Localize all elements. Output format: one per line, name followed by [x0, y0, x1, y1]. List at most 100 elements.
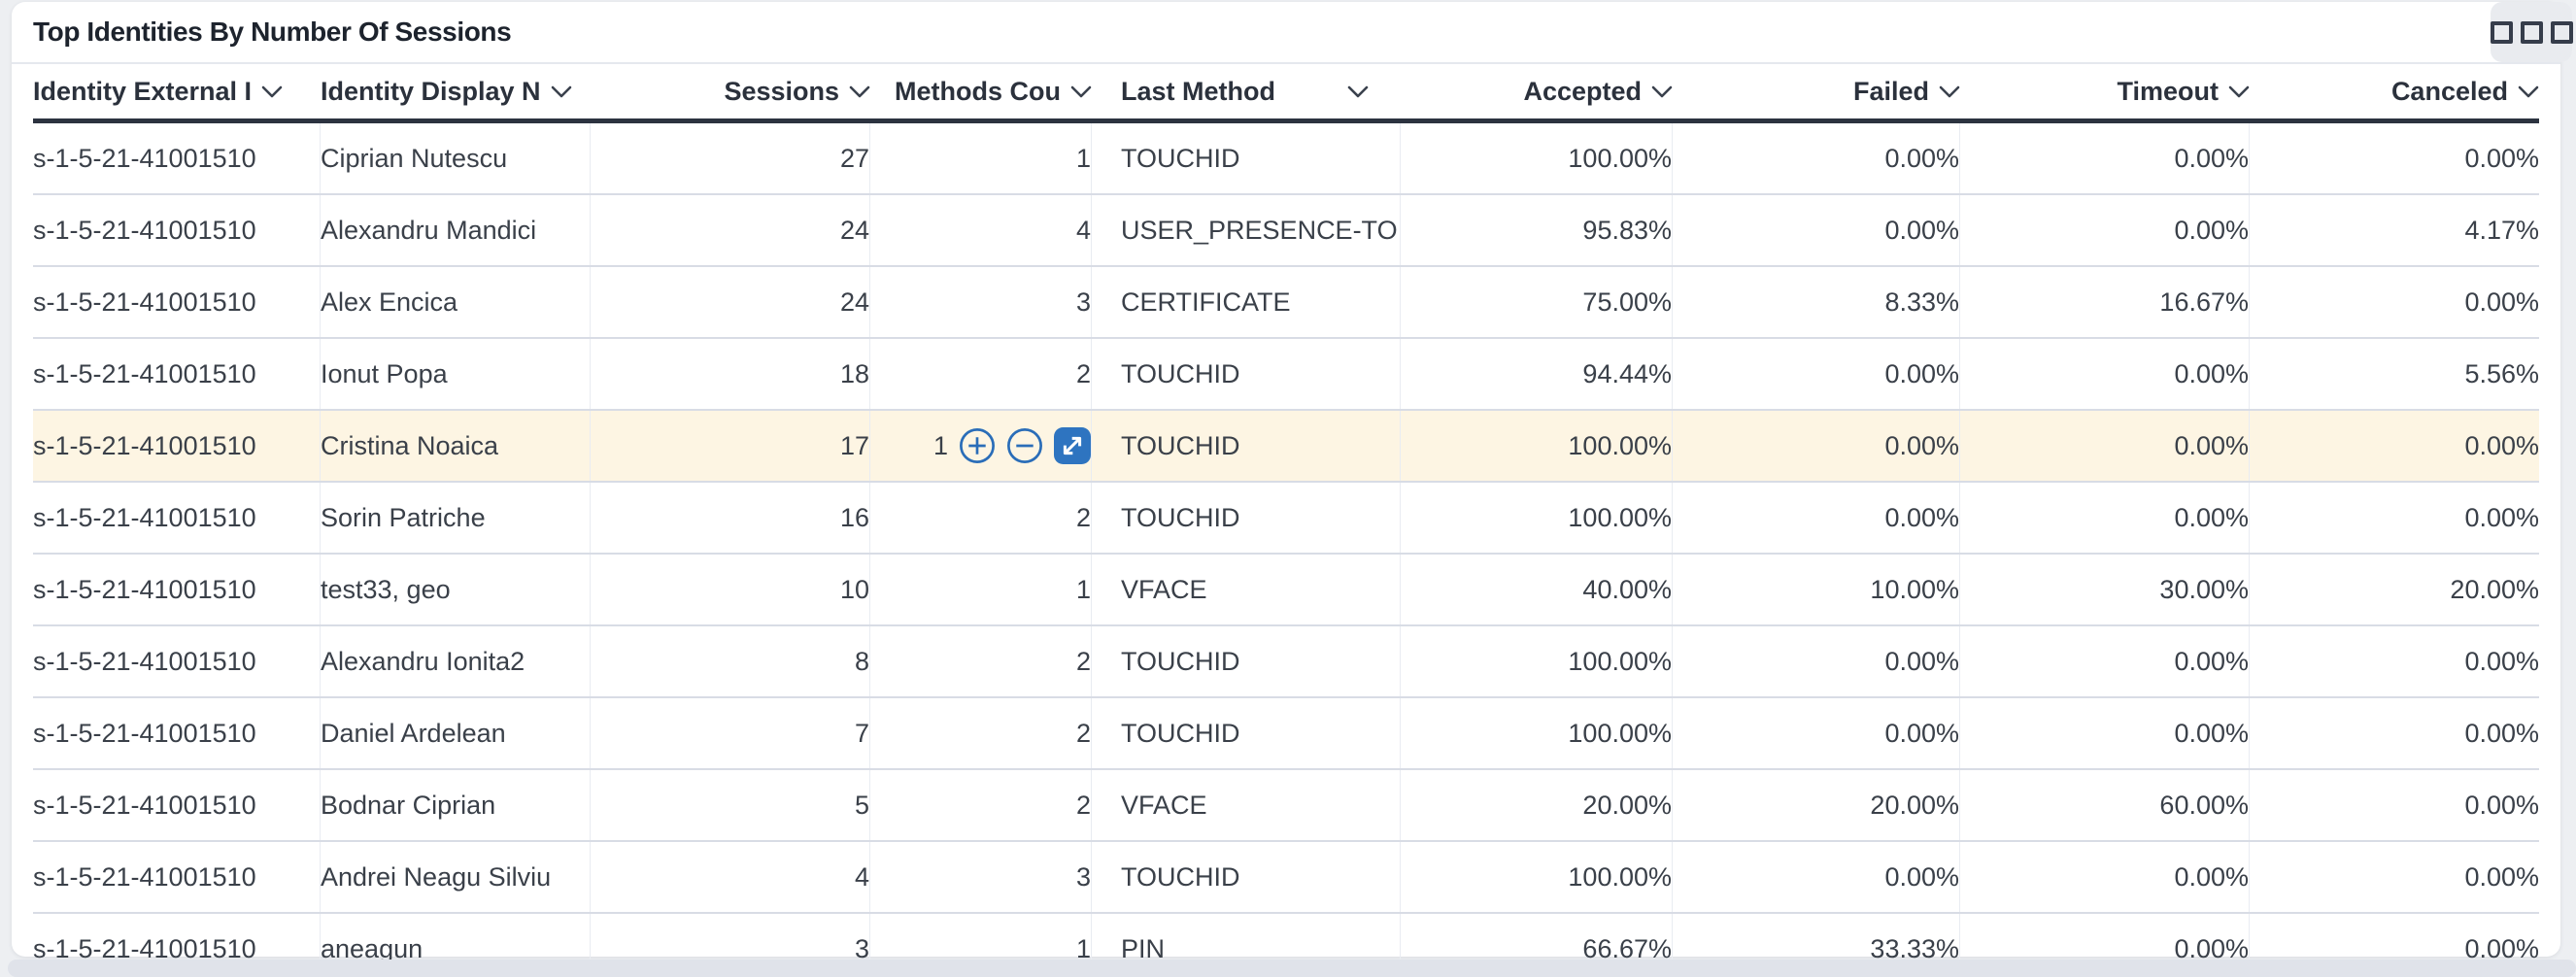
cell-identity_external_id: s-1-5-21-41001510 — [33, 339, 321, 409]
cell-last_method: PIN — [1092, 914, 1401, 977]
cell-value: s-1-5-21-41001510 — [33, 502, 256, 532]
cell-value: VFACE — [1121, 790, 1207, 820]
table-row[interactable]: s-1-5-21-41001510 Ciprian Nutescu 27 1 TOUCH… — [33, 123, 2539, 195]
cell-identity_display_name: Alexandru Mandici — [321, 195, 591, 265]
cell-accepted: 100.00% — [1401, 411, 1673, 481]
cell-timeout: 0.00% — [1960, 842, 2250, 912]
cell-value: 0.00% — [1884, 861, 1959, 892]
cell-identity_external_id: s-1-5-21-41001510 — [33, 483, 321, 553]
circle-plus-icon[interactable] — [959, 427, 996, 464]
sort-chevron-icon[interactable] — [261, 85, 283, 98]
cell-value: 3 — [1075, 861, 1091, 892]
table-row[interactable]: s-1-5-21-41001510 Bodnar Ciprian 5 2 VFACE 20… — [33, 770, 2539, 842]
column-header-label: Last Method — [1121, 76, 1275, 106]
cell-value: 0.00% — [2174, 933, 2249, 963]
cell-last_method: TOUCHID — [1092, 626, 1401, 696]
table-row[interactable]: s-1-5-21-41001510 Cristina Noaica 17 1 TOUCH… — [33, 411, 2539, 483]
sort-chevron-icon[interactable] — [1070, 85, 1092, 98]
cell-identity_display_name: Ionut Popa — [321, 339, 591, 409]
cell-value: Ciprian Nutescu — [321, 143, 508, 173]
table-row[interactable]: s-1-5-21-41001510 Andrei Neagu Silviu 4 3 TO… — [33, 842, 2539, 914]
column-header-timeout[interactable]: Timeout — [1960, 64, 2250, 118]
column-header-canceled[interactable]: Canceled — [2250, 64, 2539, 118]
cell-value: 8 — [854, 646, 869, 676]
cell-identity_display_name: Alex Encica — [321, 267, 591, 337]
card-options-button[interactable] — [2490, 2, 2573, 62]
cell-value: s-1-5-21-41001510 — [33, 215, 256, 245]
cell-methods_count: 2 — [870, 698, 1092, 768]
column-header-sessions[interactable]: Sessions — [591, 64, 870, 118]
sort-chevron-icon[interactable] — [2228, 85, 2250, 98]
sort-chevron-icon[interactable] — [849, 85, 870, 98]
cell-value: 100.00% — [1568, 143, 1672, 173]
sort-chevron-icon[interactable] — [1939, 85, 1960, 98]
identities-table: Identity External I Identity Display N Ses… — [12, 64, 2560, 977]
cell-value: 0.00% — [2464, 933, 2539, 963]
cell-value: test33, geo — [321, 574, 451, 604]
cell-value: 1 — [1075, 933, 1091, 963]
top-identities-card: Top Identities By Number Of Sessions Ide… — [12, 2, 2573, 977]
cell-value: TOUCHID — [1121, 143, 1240, 173]
cell-identity_external_id: s-1-5-21-41001510 — [33, 195, 321, 265]
cell-methods_count: 4 — [870, 195, 1092, 265]
sort-chevron-icon[interactable] — [1651, 85, 1673, 98]
cell-value: 100.00% — [1568, 502, 1672, 532]
cell-canceled: 5.56% — [2250, 339, 2539, 409]
cell-identity_external_id: s-1-5-21-41001510 — [33, 626, 321, 696]
horizontal-scrollbar[interactable] — [8, 960, 2576, 977]
cell-value: 40.00% — [1582, 574, 1672, 604]
cell-value: 1 — [1075, 143, 1091, 173]
cell-methods_count: 1 — [870, 914, 1092, 977]
cell-sessions: 7 — [591, 698, 870, 768]
column-header-last_method[interactable]: Last Method — [1092, 64, 1401, 118]
table-row[interactable]: s-1-5-21-41001510 Alexandru Ionita2 8 2 TOUC… — [33, 626, 2539, 698]
table-row[interactable]: s-1-5-21-41001510 aneagun 3 1 PIN 66.67% 33.33… — [33, 914, 2539, 977]
cell-value: s-1-5-21-41001510 — [33, 646, 256, 676]
column-header-methods_count[interactable]: Methods Cou — [870, 64, 1092, 118]
table-row[interactable]: s-1-5-21-41001510 Daniel Ardelean 7 2 TOUCHI… — [33, 698, 2539, 770]
column-header-label: Sessions — [724, 76, 839, 106]
cell-value: 2 — [1075, 358, 1091, 388]
cell-value: 3 — [854, 933, 869, 963]
cell-timeout: 60.00% — [1960, 770, 2250, 840]
cell-value: 2 — [1075, 790, 1091, 820]
table-row[interactable]: s-1-5-21-41001510 test33, geo 10 1 VFACE 40.0… — [33, 555, 2539, 626]
cell-sessions: 5 — [591, 770, 870, 840]
column-header-identity_external_id[interactable]: Identity External I — [33, 64, 321, 118]
column-header-failed[interactable]: Failed — [1673, 64, 1960, 118]
cell-value: 0.00% — [2464, 430, 2539, 460]
cell-accepted: 100.00% — [1401, 483, 1673, 553]
cell-value: CERTIFICATE — [1121, 286, 1291, 317]
cell-identity_display_name: Alexandru Ionita2 — [321, 626, 591, 696]
cell-failed: 0.00% — [1673, 123, 1960, 193]
table-row[interactable]: s-1-5-21-41001510 Alexandru Mandici 24 4 USE… — [33, 195, 2539, 267]
sort-chevron-icon[interactable] — [551, 85, 572, 98]
expand-diagonal-icon[interactable] — [1054, 427, 1091, 464]
cell-last_method: TOUCHID — [1092, 123, 1401, 193]
cell-value: s-1-5-21-41001510 — [33, 143, 256, 173]
circle-minus-icon[interactable] — [1006, 427, 1043, 464]
sort-chevron-icon[interactable] — [1347, 85, 1369, 98]
cell-sessions: 18 — [591, 339, 870, 409]
table-row[interactable]: s-1-5-21-41001510 Sorin Patriche 16 2 TOUCHI… — [33, 483, 2539, 555]
cell-value: TOUCHID — [1121, 718, 1240, 748]
cell-value: 30.00% — [2159, 574, 2249, 604]
cell-value: 33.33% — [1870, 933, 1959, 963]
column-header-identity_display_name[interactable]: Identity Display N — [321, 64, 591, 118]
cell-timeout: 0.00% — [1960, 698, 2250, 768]
cell-value: 2 — [1075, 646, 1091, 676]
cell-identity_display_name: Daniel Ardelean — [321, 698, 591, 768]
cell-value: 0.00% — [1884, 646, 1959, 676]
cell-value: 27 — [839, 143, 869, 173]
cell-last_method: TOUCHID — [1092, 339, 1401, 409]
table-row[interactable]: s-1-5-21-41001510 Ionut Popa 18 2 TOUCHID 94.… — [33, 339, 2539, 411]
column-header-accepted[interactable]: Accepted — [1401, 64, 1673, 118]
cell-value: 4 — [1075, 215, 1091, 245]
cell-canceled: 0.00% — [2250, 770, 2539, 840]
sort-chevron-icon[interactable] — [2518, 85, 2539, 98]
cell-canceled: 0.00% — [2250, 483, 2539, 553]
column-header-label: Identity External I — [33, 76, 253, 106]
cell-value: 0.00% — [2174, 215, 2249, 245]
table-row[interactable]: s-1-5-21-41001510 Alex Encica 24 3 CERTIFICA… — [33, 267, 2539, 339]
cell-methods_count: 2 — [870, 483, 1092, 553]
